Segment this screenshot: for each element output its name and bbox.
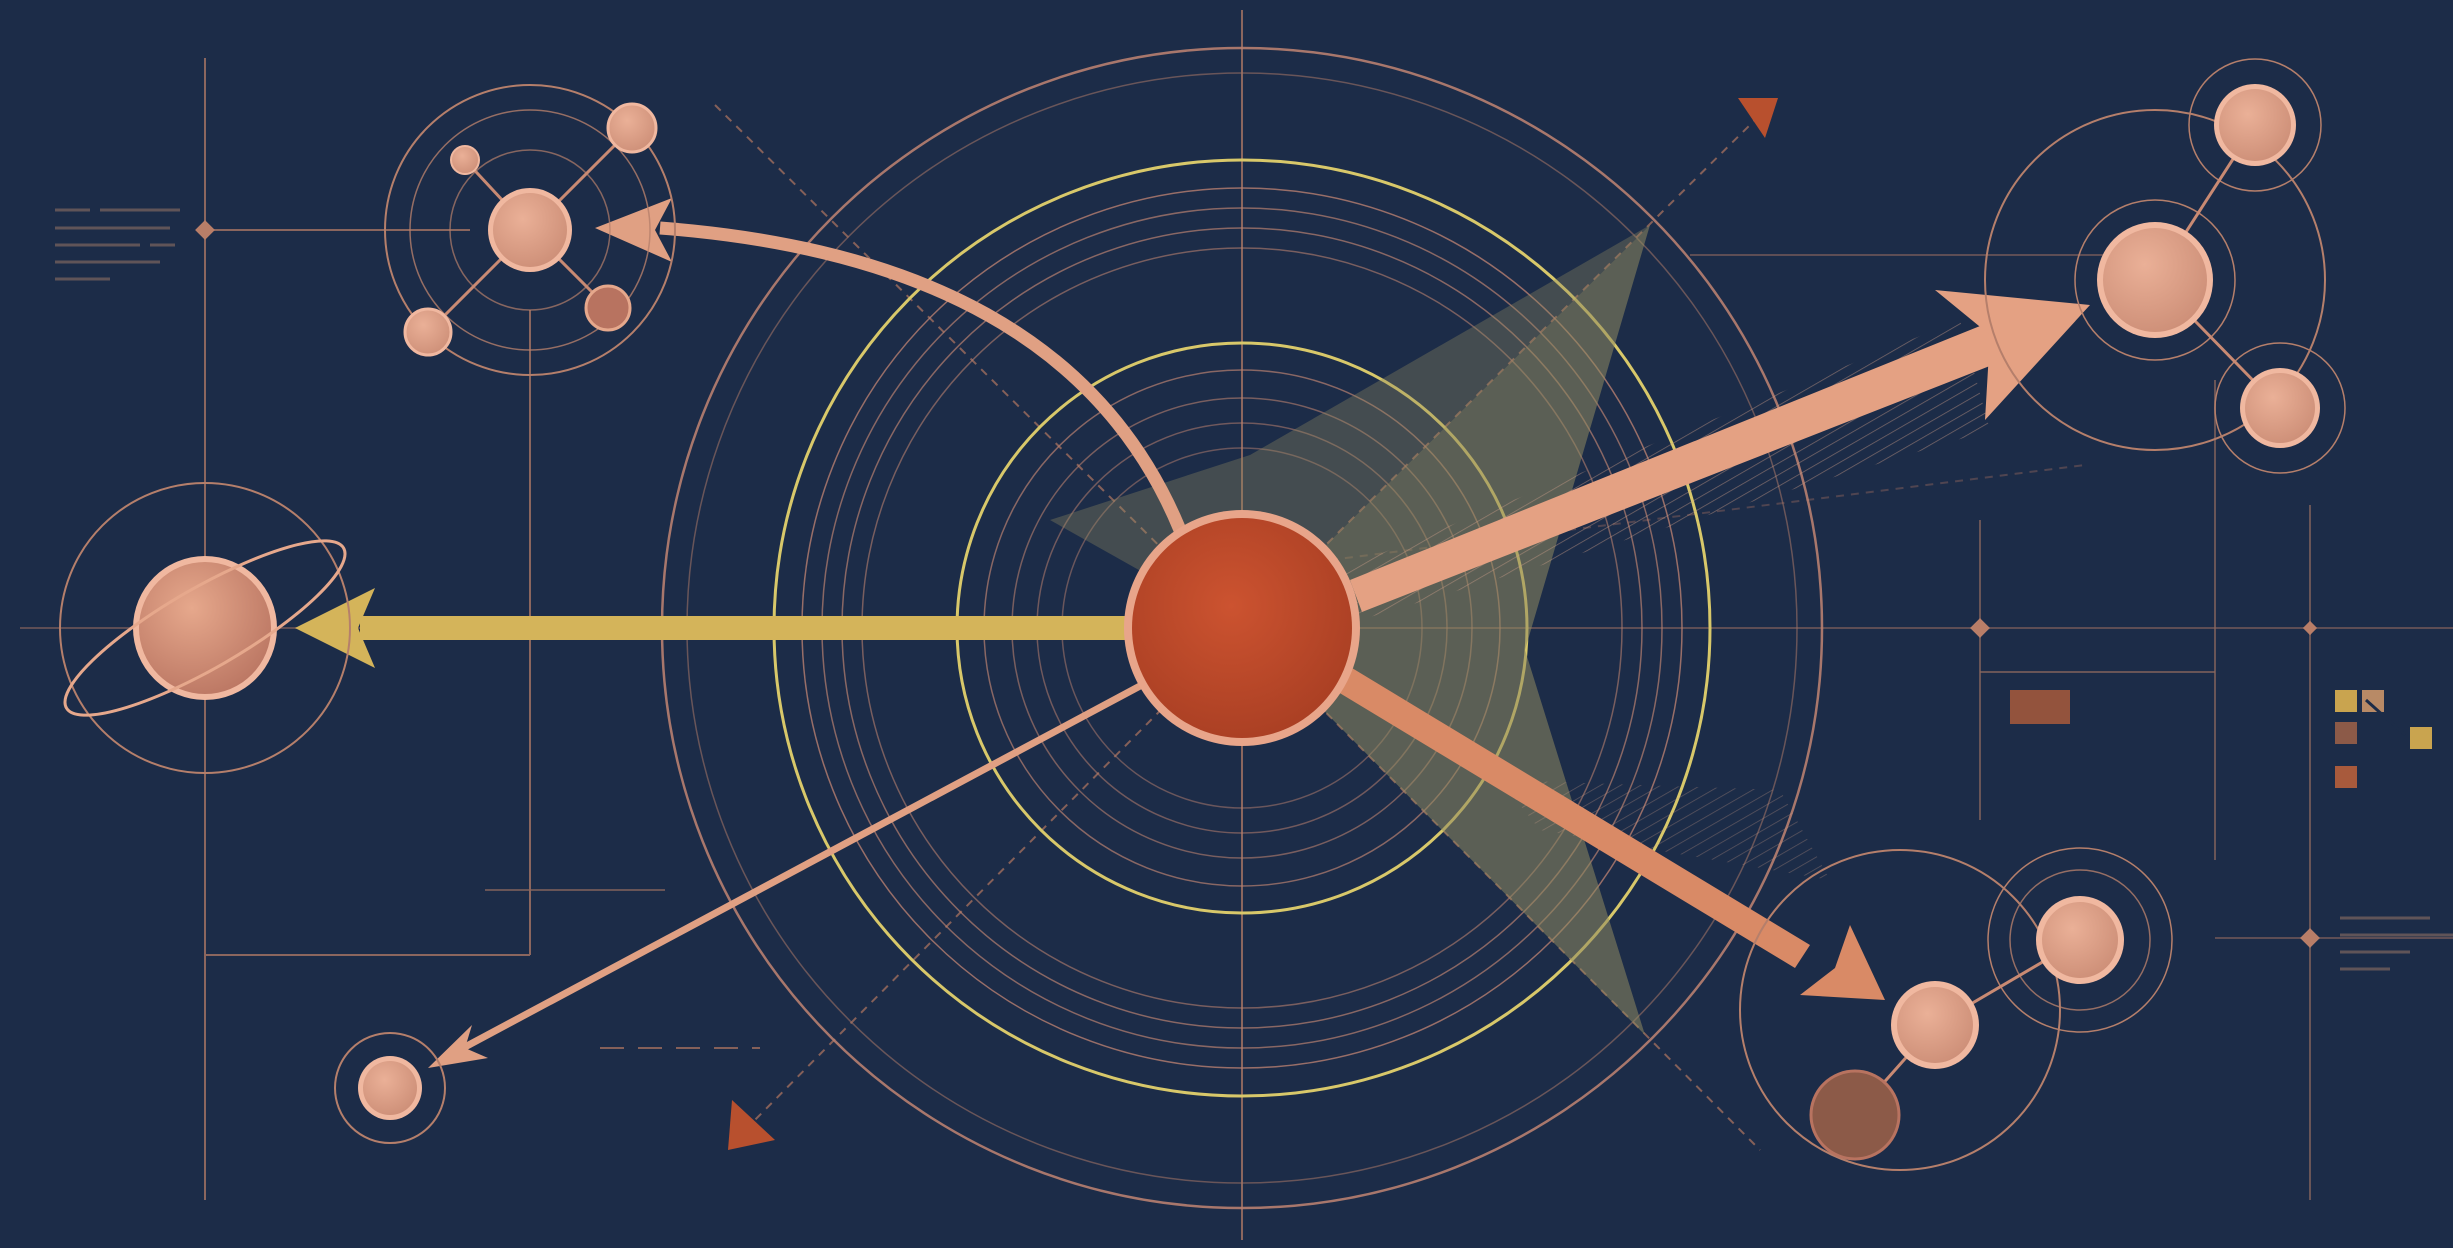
curved-arrow-head [595, 198, 672, 262]
core-node-icon [1124, 510, 1360, 746]
small-node-icon [334, 1032, 446, 1144]
lower-arrow-shaft [1338, 668, 1810, 968]
node-cluster-icon [1739, 847, 2173, 1171]
cone-beam [1242, 225, 1650, 1035]
hatch-streak-lower [1500, 780, 1830, 880]
thin-arrow-head [428, 1025, 488, 1068]
triangle-marker-icon [728, 98, 1778, 1150]
arrows [295, 198, 2090, 1068]
ringed-planet-icon [59, 482, 351, 774]
gold-arrow-head [295, 588, 375, 668]
thin-arrow-shaft [448, 682, 1142, 1059]
curved-arrow-shaft [659, 221, 1187, 533]
legend-blocks [2010, 690, 2432, 788]
node-cluster-icon [1984, 58, 2346, 474]
lower-arrow-head [1800, 925, 1885, 1000]
node-cluster-icon [384, 84, 676, 376]
placeholder-lines [55, 208, 2453, 971]
big-arrow-head [1935, 290, 2090, 420]
big-arrow-shaft [1350, 322, 2005, 612]
